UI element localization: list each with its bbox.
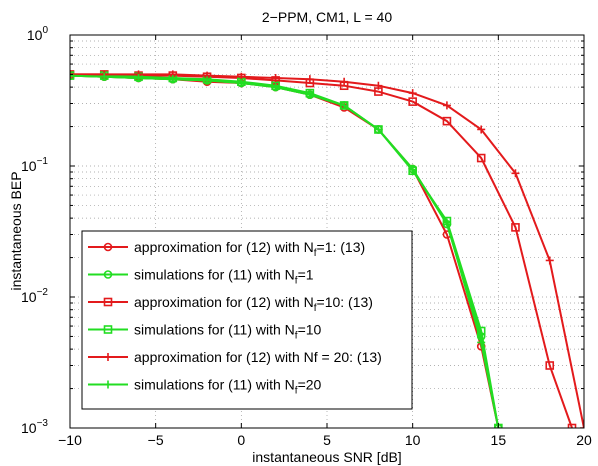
x-tick-label: 5 bbox=[323, 432, 331, 448]
data-point bbox=[477, 125, 486, 134]
data-point bbox=[374, 81, 383, 90]
series-line bbox=[70, 73, 573, 428]
data-point bbox=[442, 116, 452, 126]
legend-swatch-marker bbox=[103, 297, 113, 307]
series-line bbox=[70, 73, 584, 428]
data-point bbox=[271, 73, 280, 82]
x-axis-label: instantaneous SNR [dB] bbox=[252, 449, 401, 465]
legend-swatch-marker bbox=[104, 353, 112, 361]
data-point bbox=[408, 165, 417, 174]
data-point bbox=[168, 75, 177, 84]
data-point bbox=[545, 256, 554, 265]
data-point bbox=[305, 90, 314, 99]
data-point bbox=[511, 169, 520, 178]
data-point bbox=[100, 72, 109, 81]
legend-swatch-marker bbox=[103, 270, 113, 279]
data-point bbox=[477, 338, 486, 347]
y-axis-label: instantaneous BEP bbox=[8, 171, 24, 290]
legend: approximation for (12) with Nf=1: (13) si… bbox=[81, 230, 413, 410]
x-tick-label: 15 bbox=[491, 432, 507, 448]
x-tick-label: 0 bbox=[237, 432, 245, 448]
x-tick-label: −5 bbox=[148, 432, 164, 448]
data-point bbox=[476, 153, 486, 163]
data-point bbox=[70, 71, 74, 80]
data-point bbox=[408, 89, 417, 98]
legend-swatch-marker bbox=[103, 242, 113, 252]
legend-swatch-marker bbox=[104, 380, 112, 389]
data-point bbox=[408, 97, 417, 106]
x-tick-label: 20 bbox=[576, 432, 592, 448]
data-point bbox=[237, 79, 246, 88]
data-point bbox=[442, 101, 451, 110]
data-point bbox=[545, 361, 555, 370]
data-point bbox=[203, 76, 212, 85]
legend-swatch-marker bbox=[103, 325, 113, 334]
data-point bbox=[374, 125, 383, 134]
data-point bbox=[442, 218, 451, 227]
x-tick-label: −10 bbox=[58, 432, 82, 448]
data-point bbox=[271, 83, 280, 92]
data-point bbox=[134, 73, 143, 82]
data-point bbox=[567, 423, 577, 428]
legend-label: simulations for (11) with Nf=20 bbox=[134, 377, 322, 397]
legend-label: approximation for (12) with Nf=1: (13) bbox=[134, 239, 365, 259]
chart-title: 2−PPM, CM1, L = 40 bbox=[262, 9, 392, 25]
data-point bbox=[511, 223, 520, 232]
data-point bbox=[340, 101, 349, 110]
data-point bbox=[340, 77, 349, 86]
legend-box bbox=[81, 230, 413, 410]
legend-label: approximation for (12) with Nf=10: (13) bbox=[134, 294, 373, 314]
legend-label: approximation for (12) with Nf = 20: (13… bbox=[134, 349, 382, 365]
series-6 bbox=[70, 71, 503, 428]
x-tick-label: 10 bbox=[405, 432, 421, 448]
legend-label: simulations for (11) with Nf=1 bbox=[134, 267, 314, 287]
data-point bbox=[305, 75, 314, 84]
legend-label: simulations for (11) with Nf=10 bbox=[134, 322, 322, 342]
series-line bbox=[70, 74, 500, 428]
